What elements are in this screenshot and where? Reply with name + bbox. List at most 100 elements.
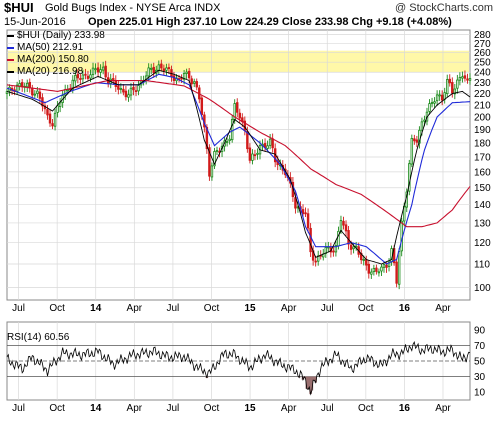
legend-label-ma20: MA(20) 216.98 [17,66,84,77]
legend-item-price: $HUI (Daily) 233.98 [7,30,107,42]
candle-body [251,153,254,161]
candle-body [377,271,381,274]
y-tick-label: 190 [474,125,491,136]
candle-body [58,102,62,108]
candle-body [185,71,188,74]
candle-body [410,138,414,165]
candle-body [122,88,125,93]
candle-body [430,102,434,104]
y-tick-label: 100 [474,283,491,294]
rsi-y-tick-label: 70 [474,341,486,352]
candle-body [446,79,449,95]
rsi-x-tick-label: Oct [49,403,65,414]
rsi-line [6,340,471,396]
candle-body [332,250,335,253]
candle-body [51,123,54,127]
candle-body [438,94,441,97]
rsi-x-tick-label: 14 [90,403,102,414]
candle-body [20,82,24,88]
rsi-x-tick-label: Apr [435,403,451,414]
candle-body [382,264,386,268]
candle-body [385,264,388,268]
candle-body [236,102,239,113]
candle-body [420,121,424,131]
candle-body [306,213,310,229]
candle-body [468,78,472,81]
rsi-x-tick-label: Apr [127,403,143,414]
candle-body [18,83,21,87]
y-tick-label: 220 [474,89,491,100]
candle-body [157,64,161,71]
candle-body [94,68,97,71]
x-tick-label: Jul [167,303,180,314]
candle-body [408,163,411,192]
chart-symbol: $HUI [4,0,34,15]
candle-body [129,87,133,96]
candle-body [215,149,219,152]
candle-body [440,94,444,101]
y-tick-label: 110 [474,259,490,270]
y-tick-label: 160 [474,167,491,178]
candle-body [187,70,191,79]
candle-body [349,244,353,250]
candle-body [418,129,421,144]
candle-body [193,81,196,84]
candle-body [112,78,115,81]
candle-body [352,246,355,250]
chart-title: Gold Bugs Index - NYSE Arca INDX [45,2,221,14]
candle-body [147,67,150,77]
candle-body [71,79,74,90]
candle-body [413,138,416,142]
x-tick-label: Oct [358,303,374,314]
y-tick-label: 250 [474,58,491,69]
candle-body [301,209,305,215]
candle-body [182,73,186,80]
rsi-x-tick-label: Jul [321,403,334,414]
candle-body [375,267,378,272]
candle-body [228,138,231,141]
legend-swatch [7,35,14,37]
candle-body [28,81,31,89]
candle-body [463,75,467,79]
candle-body [127,94,130,98]
candle-body [31,88,34,96]
candle-body [137,85,140,92]
candle-body [165,67,168,71]
candle-body [271,138,274,149]
x-tick-label: 16 [399,303,411,314]
candle-body [46,109,49,116]
candle-body [443,92,446,100]
x-tick-label: 15 [245,303,257,314]
rsi-x-tick-label: 16 [399,403,411,414]
candle-body [367,263,371,274]
rsi-x-tick-label: Apr [281,403,297,414]
candle-body [84,73,87,76]
candle-body [448,78,451,84]
x-tick-label: Jul [12,303,25,314]
candle-body [167,67,171,69]
y-tick-label: 140 [474,200,491,211]
x-tick-label: Apr [127,303,143,314]
candle-body [117,85,120,90]
candle-body [344,224,348,232]
candle-body [119,88,123,90]
ohlc-readout: Open 225.01 High 237.10 Low 224.29 Close… [88,16,452,28]
candle-body [195,81,198,88]
y-tick-label: 150 [474,183,491,194]
candle-body [428,103,431,112]
rsi-x-tick-label: Jul [12,403,25,414]
candle-body [253,154,257,157]
candle-body [225,141,229,143]
candle-body [238,112,241,119]
x-tick-label: Oct [49,303,65,314]
candle-body [309,227,312,253]
candle-body [415,139,419,143]
candle-body [81,74,85,80]
price-legend: $HUI (Daily) 233.98 MA(50) 212.91 MA(200… [7,30,107,78]
candle-body [248,147,252,161]
candle-body [365,259,368,266]
candle-body [91,67,95,75]
candle-body [48,113,52,124]
candle-body [433,101,436,104]
